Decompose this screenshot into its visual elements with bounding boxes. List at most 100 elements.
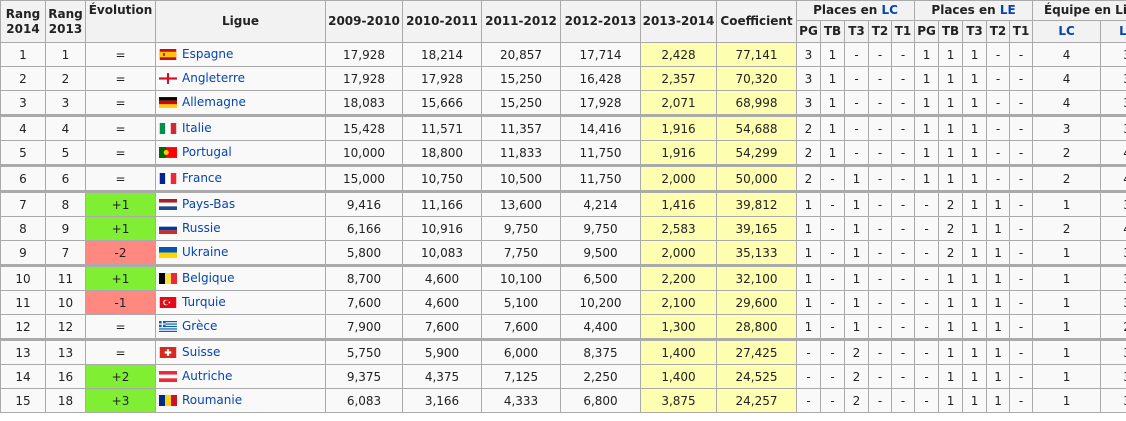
rank-2014-cell: 10: [0, 264, 46, 291]
lc-t2-cell: -: [868, 290, 892, 315]
header-equipe-en-lice: Équipe en Lice: [1032, 0, 1126, 21]
lc-tb-cell: -: [820, 364, 845, 389]
le-t1-cell: -: [1009, 338, 1034, 365]
season-3-cell: 15,250: [481, 66, 561, 91]
equipe-le-cell: 3: [1100, 388, 1126, 413]
le-t1-cell: -: [1009, 42, 1034, 67]
header-places-le-link[interactable]: LE: [999, 3, 1016, 17]
lc-t2-cell: -: [868, 216, 892, 241]
equipe-le-cell: 3: [1100, 364, 1126, 389]
evolution-cell: =: [85, 164, 156, 192]
header-equipe-le-link[interactable]: LE: [1119, 24, 1126, 38]
header-places-lc-link[interactable]: LC: [881, 3, 898, 17]
le-t1-cell: -: [1009, 290, 1034, 315]
rank-2013-cell: 8: [45, 190, 86, 217]
header-season-3: 2011-2012: [481, 0, 561, 43]
lc-tb-cell: -: [820, 290, 845, 315]
lc-t1-cell: -: [890, 66, 916, 91]
evolution-cell: =: [85, 66, 156, 91]
league-link[interactable]: Autriche: [182, 369, 233, 383]
season-3-cell: 11,833: [481, 140, 561, 166]
table-row: 1 1 = Espagne 17,928 18,214 20,857 17,714 2,428 7…: [0, 42, 1126, 67]
league-link[interactable]: Allemagne: [182, 95, 246, 109]
rank-2014-cell: 1: [0, 42, 46, 67]
season-3-cell: 7,750: [481, 240, 561, 266]
league-link[interactable]: Russie: [182, 221, 221, 235]
le-t1-cell: -: [1009, 164, 1034, 192]
header-equipe-lc-link[interactable]: LC: [1058, 24, 1075, 38]
equipe-le-cell: 4: [1100, 164, 1126, 192]
lc-t1-cell: -: [890, 388, 916, 413]
le-tb-cell: 1: [938, 290, 964, 315]
rank-2013-cell: 10: [45, 290, 86, 315]
league-link[interactable]: Turquie: [182, 295, 226, 309]
season-2-cell: 5,900: [402, 338, 482, 365]
season-5-cell: 1,916: [640, 140, 717, 166]
equipe-lc-cell: 4: [1032, 42, 1102, 67]
equipe-le-cell: 3: [1100, 338, 1126, 365]
le-tb-cell: 1: [938, 364, 964, 389]
header-season-2: 2010-2011: [402, 0, 482, 43]
le-t3-cell: 1: [962, 388, 988, 413]
evolution-cell: +1: [85, 190, 156, 217]
evolution-cell: -1: [85, 290, 156, 315]
league-link[interactable]: France: [182, 171, 222, 185]
flag-be-icon: [159, 273, 179, 286]
league-cell: Russie: [155, 216, 326, 241]
equipe-lc-cell: 1: [1032, 240, 1102, 266]
header-le-pg: PG: [914, 20, 940, 43]
season-2-cell: 7,600: [402, 314, 482, 340]
rank-2013-cell: 13: [45, 338, 86, 365]
league-cell: France: [155, 164, 326, 192]
season-5-cell: 2,071: [640, 90, 717, 116]
lc-pg-cell: 3: [796, 66, 821, 91]
season-5-cell: 1,916: [640, 114, 717, 141]
lc-t3-cell: -: [844, 42, 869, 67]
le-t3-cell: 1: [962, 338, 988, 365]
season-2-cell: 18,214: [402, 42, 482, 67]
table-row: 13 13 = Suisse 5,750 5,900 6,000 8,375 1,400 27,4…: [0, 338, 1126, 365]
equipe-le-cell: 3: [1100, 90, 1126, 116]
table-body: 1 1 = Espagne 17,928 18,214 20,857 17,714 2,428 7…: [0, 42, 1126, 413]
flag-ru-icon: [159, 223, 179, 236]
le-t2-cell: -: [986, 140, 1011, 166]
equipe-le-cell: 3: [1100, 190, 1126, 217]
league-link[interactable]: Italie: [182, 121, 212, 135]
league-link[interactable]: Pays-Bas: [182, 197, 236, 211]
header-lc-t1: T1: [890, 20, 916, 43]
league-link[interactable]: Angleterre: [182, 71, 246, 85]
header-season-1: 2009-2010: [325, 0, 403, 43]
season-4-cell: 14,416: [560, 114, 641, 141]
season-5-cell: 2,428: [640, 42, 717, 67]
season-4-cell: 4,214: [560, 190, 641, 217]
lc-t2-cell: -: [868, 90, 892, 116]
le-pg-cell: -: [914, 216, 940, 241]
season-5-cell: 2,583: [640, 216, 717, 241]
league-link[interactable]: Roumanie: [182, 393, 243, 407]
flag-ro-icon: [159, 395, 179, 408]
season-1-cell: 10,000: [325, 140, 403, 166]
lc-tb-cell: -: [820, 216, 845, 241]
le-t3-cell: 1: [962, 314, 988, 340]
league-link[interactable]: Espagne: [182, 47, 234, 61]
league-cell: Portugal: [155, 140, 326, 166]
lc-t3-cell: 1: [844, 314, 869, 340]
league-link[interactable]: Grèce: [182, 319, 218, 333]
league-link[interactable]: Portugal: [182, 145, 232, 159]
season-5-cell: 3,875: [640, 388, 717, 413]
rank-2013-cell: 11: [45, 264, 86, 291]
lc-t1-cell: -: [890, 216, 916, 241]
lc-t2-cell: -: [868, 264, 892, 291]
flag-tr-icon: [159, 297, 179, 310]
le-tb-cell: 1: [938, 388, 964, 413]
lc-tb-cell: -: [820, 264, 845, 291]
equipe-le-cell: 3: [1100, 66, 1126, 91]
league-link[interactable]: Suisse: [182, 345, 221, 359]
season-5-cell: 1,400: [640, 338, 717, 365]
rank-2013-cell: 3: [45, 90, 86, 116]
league-link[interactable]: Ukraine: [182, 245, 229, 259]
flag-at-icon: [159, 371, 179, 384]
league-link[interactable]: Belgique: [182, 271, 235, 285]
le-t3-cell: 1: [962, 66, 988, 91]
table-row: 4 4 = Italie 15,428 11,571 11,357 14,416 1,916 54…: [0, 114, 1126, 141]
